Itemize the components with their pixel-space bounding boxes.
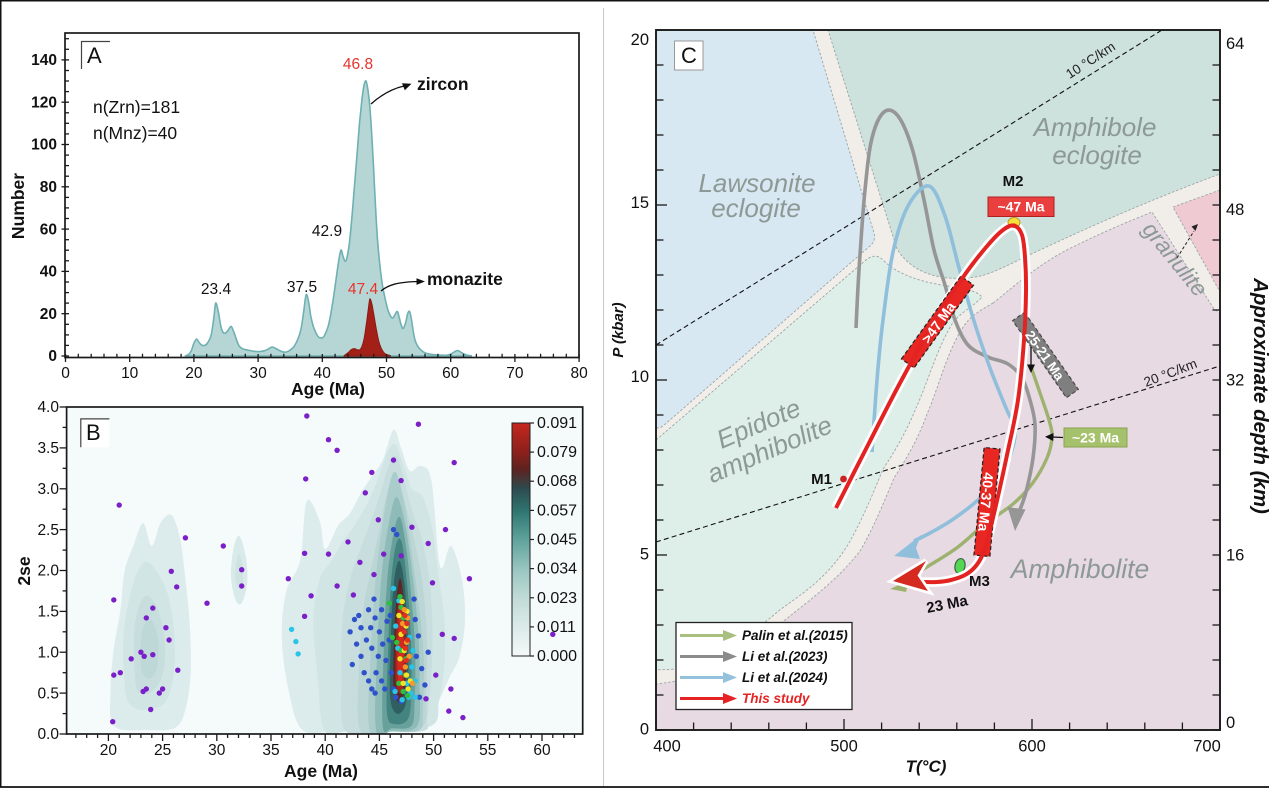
svg-text:30: 30 (208, 742, 226, 759)
svg-text:Palin et al.(2015): Palin et al.(2015) (742, 628, 848, 643)
svg-text:2.5: 2.5 (37, 522, 59, 539)
svg-text:140: 140 (31, 52, 57, 69)
svg-text:0.5: 0.5 (37, 685, 59, 702)
svg-text:Amphibole: Amphibole (1032, 112, 1157, 142)
svg-text:20: 20 (631, 31, 649, 49)
svg-text:M3: M3 (969, 573, 990, 590)
svg-text:0: 0 (61, 365, 70, 382)
svg-text:40: 40 (40, 264, 57, 281)
svg-text:30: 30 (249, 365, 267, 382)
svg-text:120: 120 (31, 94, 57, 111)
svg-text:20: 20 (185, 365, 203, 382)
svg-text:0.0: 0.0 (37, 726, 59, 743)
svg-text:80: 80 (40, 179, 57, 196)
svg-text:0.045: 0.045 (537, 532, 577, 549)
svg-text:500: 500 (830, 738, 858, 756)
svg-text:45: 45 (371, 742, 388, 759)
svg-text:0: 0 (1226, 714, 1235, 732)
svg-text:0.011: 0.011 (537, 619, 576, 636)
svg-text:48: 48 (1226, 201, 1244, 219)
svg-text:50: 50 (425, 742, 443, 759)
svg-text:400: 400 (653, 738, 681, 756)
svg-text:Li et al.(2023): Li et al.(2023) (742, 649, 828, 664)
svg-text:Age (Ma): Age (Ma) (284, 761, 358, 781)
svg-text:~23 Ma: ~23 Ma (1072, 430, 1119, 446)
svg-text:M2: M2 (1003, 173, 1024, 190)
svg-text:Li et al.(2024): Li et al.(2024) (742, 670, 828, 685)
svg-text:0.000: 0.000 (537, 648, 577, 665)
svg-text:0.034: 0.034 (537, 561, 577, 578)
svg-text:n(Mnz)=40: n(Mnz)=40 (93, 123, 177, 143)
svg-text:2se: 2se (14, 556, 34, 585)
svg-text:37.5: 37.5 (287, 279, 317, 296)
svg-text:5: 5 (640, 546, 649, 564)
svg-text:monazite: monazite (427, 269, 503, 289)
svg-text:50: 50 (378, 365, 396, 382)
svg-text:70: 70 (506, 365, 524, 382)
svg-text:Age (Ma): Age (Ma) (291, 379, 365, 399)
svg-text:0.023: 0.023 (537, 590, 577, 607)
svg-text:Approximate depth (km): Approximate depth (km) (1249, 277, 1269, 514)
svg-text:100: 100 (31, 137, 57, 154)
svg-text:This study: This study (742, 691, 811, 706)
svg-text:M1: M1 (811, 471, 832, 488)
svg-text:20: 20 (40, 306, 57, 323)
svg-text:0: 0 (48, 348, 57, 365)
svg-text:35: 35 (262, 742, 279, 759)
svg-text:zircon: zircon (417, 74, 469, 94)
svg-text:60: 60 (533, 742, 551, 759)
svg-text:80: 80 (570, 365, 588, 382)
svg-text:Number: Number (8, 173, 28, 239)
svg-text:1.5: 1.5 (37, 604, 59, 621)
svg-text:C: C (681, 43, 697, 68)
svg-text:10: 10 (631, 368, 649, 386)
svg-text:0.091: 0.091 (537, 415, 577, 432)
svg-text:700: 700 (1193, 738, 1221, 756)
svg-text:15: 15 (631, 194, 649, 212)
svg-text:60: 60 (442, 365, 460, 382)
svg-text:47.4: 47.4 (348, 281, 379, 298)
svg-text:1.0: 1.0 (37, 645, 59, 662)
svg-text:eclogite: eclogite (711, 193, 801, 223)
svg-text:0.079: 0.079 (537, 444, 577, 461)
svg-text:55: 55 (479, 742, 496, 759)
svg-text:25: 25 (154, 742, 171, 759)
svg-text:4.0: 4.0 (37, 399, 59, 416)
svg-text:20: 20 (100, 742, 118, 759)
svg-text:B: B (86, 420, 101, 445)
svg-text:T(°C): T(°C) (906, 757, 947, 776)
svg-text:n(Zrn)=181: n(Zrn)=181 (93, 97, 180, 117)
svg-text:16: 16 (1226, 547, 1244, 565)
svg-text:42.9: 42.9 (312, 223, 342, 240)
svg-text:0: 0 (640, 721, 649, 739)
svg-text:P (kbar): P (kbar) (610, 302, 627, 357)
svg-text:eclogite: eclogite (1052, 140, 1142, 170)
svg-text:~47 Ma: ~47 Ma (997, 199, 1044, 215)
svg-text:60: 60 (40, 221, 57, 238)
svg-text:3.5: 3.5 (37, 440, 59, 457)
svg-text:0.068: 0.068 (537, 473, 577, 490)
svg-text:40-37 Ma: 40-37 Ma (975, 472, 997, 533)
svg-text:A: A (87, 43, 102, 68)
svg-text:3.0: 3.0 (37, 481, 59, 498)
svg-text:46.8: 46.8 (343, 56, 373, 73)
svg-text:Lawsonite: Lawsonite (698, 168, 815, 198)
svg-text:40: 40 (317, 742, 335, 759)
svg-text:2.0: 2.0 (37, 563, 59, 580)
svg-text:600: 600 (1018, 738, 1046, 756)
svg-text:23.4: 23.4 (201, 281, 232, 298)
svg-text:10: 10 (121, 365, 139, 382)
svg-text:64: 64 (1226, 35, 1244, 53)
svg-text:40: 40 (314, 365, 332, 382)
svg-text:Amphibolite: Amphibolite (1009, 554, 1149, 584)
svg-text:0.057: 0.057 (537, 502, 577, 519)
svg-text:32: 32 (1226, 372, 1244, 390)
